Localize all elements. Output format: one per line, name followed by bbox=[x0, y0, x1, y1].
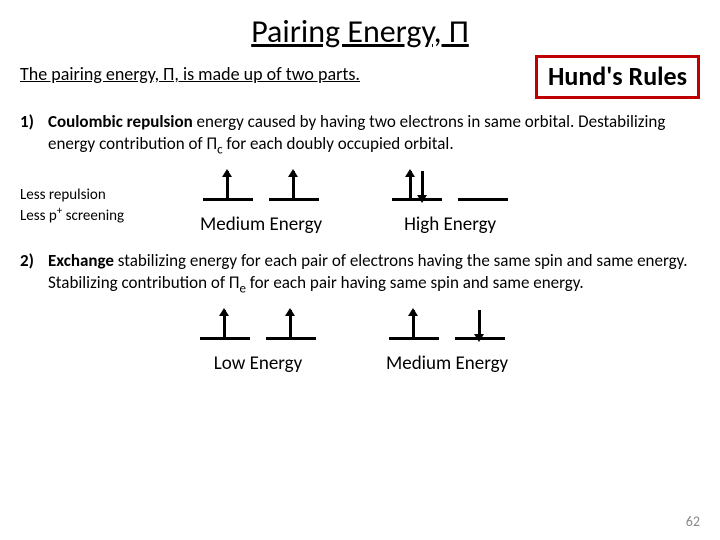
item-number: 1) bbox=[20, 111, 48, 159]
electron-up-icon bbox=[412, 310, 415, 340]
item-number: 2) bbox=[20, 250, 48, 298]
slide-title: Pairing Energy, Π bbox=[20, 12, 700, 51]
diagram-label: Medium Energy bbox=[386, 352, 508, 377]
list-item-1: 1) Coulombic repulsion energy caused by … bbox=[20, 111, 700, 159]
orbital-diagram-medium-2: Medium Energy bbox=[386, 312, 508, 377]
text-part: for each pair having same spin and same … bbox=[246, 272, 584, 293]
orbitals bbox=[392, 173, 508, 209]
text-part: Less p bbox=[20, 207, 57, 225]
body-content: 1) Coulombic repulsion energy caused by … bbox=[20, 111, 700, 377]
diagram-row-2: Low Energy Medium Energy bbox=[170, 312, 700, 377]
orbital bbox=[389, 312, 439, 348]
subtitle: The pairing energy, Π, is made up of two… bbox=[20, 63, 360, 85]
diagram-label: Low Energy bbox=[214, 352, 302, 377]
diagram-row-1: Less repulsion Less p+ screening Medium … bbox=[20, 173, 700, 238]
orbital-diagram-low: Low Energy bbox=[200, 312, 316, 377]
orbital bbox=[269, 173, 319, 209]
electron-down-icon bbox=[421, 171, 424, 201]
bold-term: Exchange bbox=[48, 250, 114, 271]
orbitals bbox=[203, 173, 319, 209]
orbital bbox=[200, 312, 250, 348]
orbitals bbox=[200, 312, 316, 348]
electron-up-icon bbox=[223, 310, 226, 340]
orbitals bbox=[389, 312, 505, 348]
side-note-line: Less repulsion bbox=[20, 186, 170, 204]
subtitle-row: The pairing energy, Π, is made up of two… bbox=[20, 55, 700, 99]
bold-term: Coulombic repulsion bbox=[48, 111, 193, 132]
electron-down-icon bbox=[478, 310, 481, 340]
side-note-line: Less p+ screening bbox=[20, 204, 170, 225]
electron-up-icon bbox=[289, 310, 292, 340]
list-item-2: 2) Exchange stabilizing energy for each … bbox=[20, 250, 700, 298]
orbital-diagram-medium: Medium Energy bbox=[200, 173, 322, 238]
page-number: 62 bbox=[686, 513, 700, 530]
orbital bbox=[392, 173, 442, 209]
orbital bbox=[458, 173, 508, 209]
electron-up-icon bbox=[292, 171, 295, 201]
electron-up-icon bbox=[226, 171, 229, 201]
diagram-label: Medium Energy bbox=[200, 213, 322, 238]
item-text: Exchange stabilizing energy for each pai… bbox=[48, 250, 700, 298]
orbital-diagram-high: High Energy bbox=[392, 173, 508, 238]
text-part: screening bbox=[62, 207, 124, 225]
diagram-label: High Energy bbox=[404, 213, 496, 238]
orbital bbox=[455, 312, 505, 348]
orbital bbox=[266, 312, 316, 348]
hunds-rules-box: Hund's Rules bbox=[535, 55, 700, 99]
text-part: for each doubly occupied orbital. bbox=[223, 133, 454, 154]
orbital-line-icon bbox=[458, 198, 508, 201]
orbital bbox=[203, 173, 253, 209]
electron-up-icon bbox=[409, 171, 412, 201]
item-text: Coulombic repulsion energy caused by hav… bbox=[48, 111, 700, 159]
side-note: Less repulsion Less p+ screening bbox=[20, 186, 170, 225]
